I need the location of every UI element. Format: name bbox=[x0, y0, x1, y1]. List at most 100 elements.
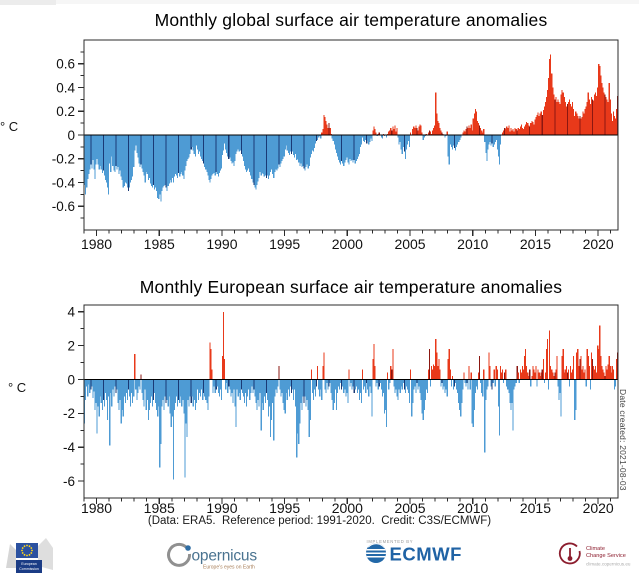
anomaly-bar bbox=[602, 87, 604, 135]
anomaly-bar bbox=[588, 365, 590, 380]
anomaly-bar bbox=[354, 379, 356, 390]
anomaly-bar bbox=[262, 379, 264, 410]
anomaly-bar bbox=[260, 135, 262, 176]
anomaly-bar bbox=[405, 135, 408, 150]
anomaly-bar bbox=[447, 135, 449, 157]
anomaly-bar bbox=[255, 135, 257, 190]
anomaly-bar bbox=[225, 379, 227, 390]
anomaly-bar bbox=[615, 359, 618, 380]
anomaly-bar bbox=[585, 106, 587, 135]
plot-frame bbox=[83, 304, 619, 499]
anomaly-bar bbox=[236, 135, 238, 152]
anomaly-bar bbox=[486, 379, 488, 390]
anomaly-bar bbox=[418, 379, 420, 387]
anomaly-bar bbox=[393, 379, 395, 387]
anomaly-bar bbox=[504, 127, 506, 136]
anomaly-bar bbox=[142, 135, 144, 172]
anomaly-bar bbox=[131, 379, 133, 394]
anomaly-bar bbox=[99, 379, 101, 397]
anomaly-bar bbox=[396, 379, 398, 397]
anomaly-bar bbox=[156, 135, 158, 191]
anomaly-bar bbox=[177, 379, 179, 407]
anomaly-bar bbox=[93, 135, 95, 170]
x-tick-label: 2010 bbox=[457, 500, 488, 516]
anomaly-bar bbox=[110, 135, 112, 172]
anomaly-bar bbox=[303, 135, 305, 169]
anomaly-bar bbox=[539, 376, 541, 380]
anomaly-bar bbox=[206, 379, 208, 404]
anomaly-bar bbox=[301, 379, 303, 410]
copernicus-c-swoosh-icon bbox=[167, 542, 192, 567]
anomaly-bar bbox=[479, 125, 481, 135]
anomaly-bar bbox=[603, 92, 605, 135]
anomaly-bar bbox=[415, 379, 417, 394]
anomaly-bar bbox=[441, 379, 443, 383]
anomaly-bar bbox=[239, 135, 241, 151]
anomaly-bar bbox=[271, 379, 273, 421]
anomaly-bar bbox=[187, 379, 189, 400]
anomaly-bar bbox=[369, 379, 371, 387]
anomaly-bar bbox=[370, 135, 372, 139]
anomaly-bar bbox=[425, 379, 427, 390]
anomaly-bar bbox=[170, 379, 172, 427]
anomaly-bar bbox=[570, 372, 573, 380]
anomaly-bar bbox=[227, 379, 229, 394]
anomaly-bar bbox=[364, 379, 366, 387]
anomaly-bar bbox=[310, 369, 312, 380]
anomaly-bar bbox=[491, 135, 493, 144]
anomaly-bar bbox=[117, 135, 119, 168]
anomaly-bar bbox=[422, 379, 424, 421]
anomaly-bar bbox=[182, 379, 184, 400]
anomaly-bar bbox=[100, 135, 102, 170]
anomaly-bar bbox=[496, 135, 498, 150]
anomaly-bar bbox=[242, 379, 245, 397]
anomaly-bar bbox=[343, 379, 345, 394]
anomaly-bar bbox=[341, 379, 343, 390]
anomaly-bar bbox=[431, 130, 434, 135]
anomaly-bar bbox=[113, 379, 115, 397]
anomaly-bar bbox=[92, 135, 94, 160]
anomaly-bar bbox=[135, 135, 137, 146]
anomaly-bar bbox=[189, 135, 191, 154]
anomaly-bar bbox=[178, 379, 180, 400]
anomaly-bar bbox=[470, 372, 472, 380]
anomaly-bar bbox=[358, 135, 361, 154]
anomaly-bar bbox=[190, 379, 192, 404]
anomaly-bar bbox=[480, 127, 482, 136]
anomaly-bar bbox=[523, 355, 526, 380]
anomaly-bar bbox=[377, 133, 379, 135]
anomaly-bar bbox=[556, 355, 558, 380]
anomaly-bar bbox=[425, 133, 427, 135]
anomaly-bar bbox=[595, 92, 597, 135]
anomaly-bar bbox=[178, 135, 180, 173]
anomaly-bar bbox=[134, 135, 136, 151]
ec-text-bar bbox=[16, 560, 42, 573]
anomaly-bar bbox=[456, 379, 458, 390]
anomaly-bar bbox=[543, 379, 545, 383]
anomaly-bar bbox=[562, 92, 564, 135]
anomaly-bar bbox=[127, 379, 130, 390]
anomaly-bar bbox=[272, 379, 274, 404]
anomaly-bar bbox=[271, 135, 273, 170]
anomaly-bar bbox=[145, 135, 147, 172]
anomaly-bar bbox=[586, 349, 588, 380]
anomaly-bar bbox=[488, 352, 490, 380]
anomaly-bar bbox=[329, 379, 331, 383]
anomaly-bar bbox=[463, 372, 465, 380]
anomaly-bar bbox=[434, 125, 436, 135]
anomaly-bar bbox=[429, 131, 432, 135]
anomaly-bar bbox=[493, 369, 495, 380]
anomaly-bar bbox=[221, 135, 224, 156]
anomaly-bar bbox=[119, 135, 121, 171]
anomaly-bar bbox=[216, 379, 218, 387]
anomaly-bar bbox=[363, 135, 365, 141]
anomaly-bar bbox=[185, 135, 187, 166]
anomaly-bar bbox=[566, 104, 568, 136]
anomaly-bar bbox=[445, 379, 447, 390]
anomaly-bar bbox=[209, 342, 211, 380]
anomaly-bar bbox=[332, 135, 334, 141]
y-tick-label: -4 bbox=[63, 440, 75, 455]
anomaly-bar bbox=[105, 135, 108, 183]
anomaly-bar bbox=[512, 129, 514, 135]
anomaly-bar bbox=[222, 135, 225, 151]
